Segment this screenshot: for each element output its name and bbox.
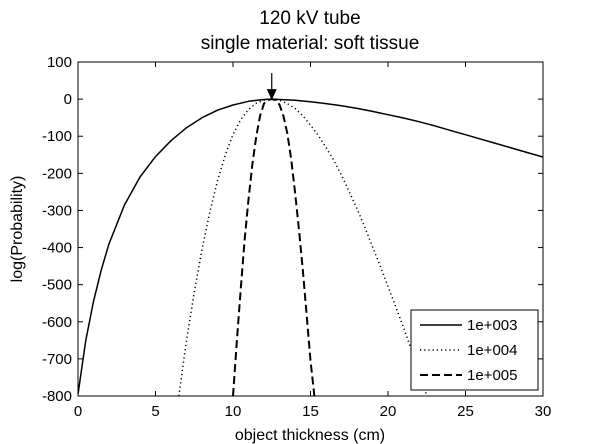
- y-tick-label: -200: [42, 165, 72, 182]
- x-tick-label: 5: [151, 403, 159, 420]
- legend-box: [410, 309, 539, 391]
- x-tick-label: 15: [302, 403, 319, 420]
- series-line-1e+004: [178, 98, 428, 396]
- legend: 1e+003 1e+004 1e+005: [410, 309, 539, 391]
- y-tick-label: -500: [42, 277, 72, 294]
- series-line-1e+005: [232, 98, 316, 396]
- legend-label-1e+003: 1e+003: [467, 317, 517, 334]
- x-tick-label: 20: [380, 403, 397, 420]
- legend-label-1e+005: 1e+005: [467, 367, 517, 384]
- arrow-head: [266, 89, 277, 101]
- legend-label-1e+004: 1e+004: [467, 342, 517, 359]
- series-line-1e+003: [78, 98, 543, 395]
- y-axis-label: log(Probability): [9, 176, 26, 283]
- series-group: [78, 98, 543, 396]
- y-tick-label: -700: [42, 351, 72, 368]
- y-tick-label: -600: [42, 314, 72, 331]
- x-tick-label: 10: [225, 403, 242, 420]
- x-tick-label: 25: [457, 403, 474, 420]
- chart-title: 120 kV tube: [259, 8, 360, 29]
- x-axis-ticks: 0 5 10 15 20 25 30: [74, 62, 552, 420]
- y-axis-ticks: 100 0 -100 -200 -300 -400 -500 -600 -700 -800: [42, 54, 543, 405]
- y-tick-label: -400: [42, 240, 72, 257]
- y-tick-label: 100: [47, 54, 72, 71]
- x-axis-label: object thickness (cm): [235, 427, 385, 444]
- y-tick-label: -300: [42, 202, 72, 219]
- y-tick-label: -800: [42, 388, 72, 405]
- y-tick-label: 0: [64, 91, 72, 108]
- y-tick-label: -100: [42, 128, 72, 145]
- peak-arrow-annotation: [266, 73, 277, 101]
- chart-subtitle: single material: soft tissue: [201, 33, 420, 54]
- x-tick-label: 30: [535, 403, 552, 420]
- x-tick-label: 0: [74, 403, 82, 420]
